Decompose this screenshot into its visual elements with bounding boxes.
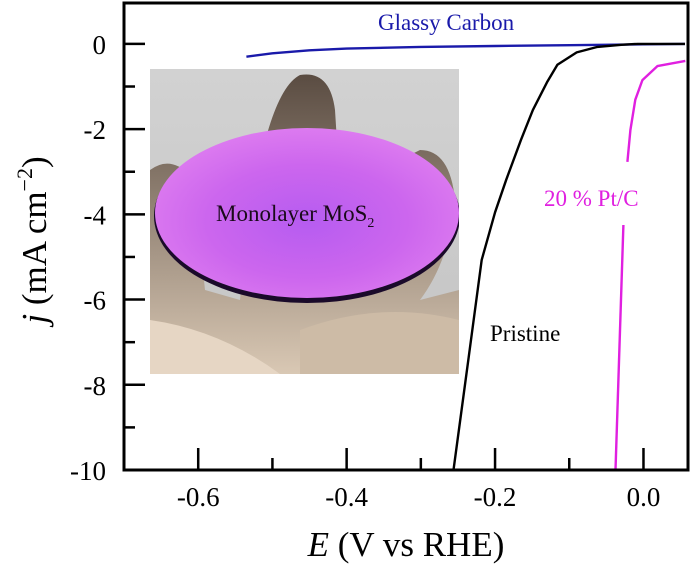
y-axis-title: j (mA cm−2) (12, 156, 54, 327)
series-line-20-pt-c (614, 224, 625, 471)
y-tick-label: -8 (84, 371, 107, 401)
y-tick-label: -4 (84, 200, 107, 230)
y-tick-label: -6 (84, 286, 107, 316)
y-tick-label: -2 (84, 115, 107, 145)
x-axis-title: E (V vs RHE) (307, 525, 505, 564)
x-tick-label: 0.0 (627, 482, 661, 512)
annotation-pristine: Pristine (490, 321, 560, 346)
series-line-20-pt-c-upper (626, 59, 686, 163)
wafer (155, 128, 459, 298)
ticks-layer: -0.6 -0.4 -0.2 0.0 0 -2 -4 -6 -8 -10 (70, 30, 660, 512)
x-tick-label: -0.6 (177, 482, 220, 512)
glove-fingers (300, 312, 459, 374)
annotation-pt-c: 20 % Pt/C (544, 186, 639, 211)
inset-label: Monolayer MoS2 (216, 201, 374, 231)
x-tick-label: -0.2 (474, 482, 517, 512)
plot-frame (122, 1, 690, 472)
series-layer (246, 42, 686, 471)
series-line-pristine (452, 42, 685, 471)
x-tick-label: -0.4 (325, 482, 368, 512)
y-tick-label: -10 (70, 456, 106, 486)
inset-photo: Monolayer MoS2 (150, 69, 459, 374)
glove-palm (150, 320, 280, 374)
annotation-glassy-carbon: Glassy Carbon (378, 10, 515, 35)
y-tick-label: 0 (93, 30, 107, 60)
